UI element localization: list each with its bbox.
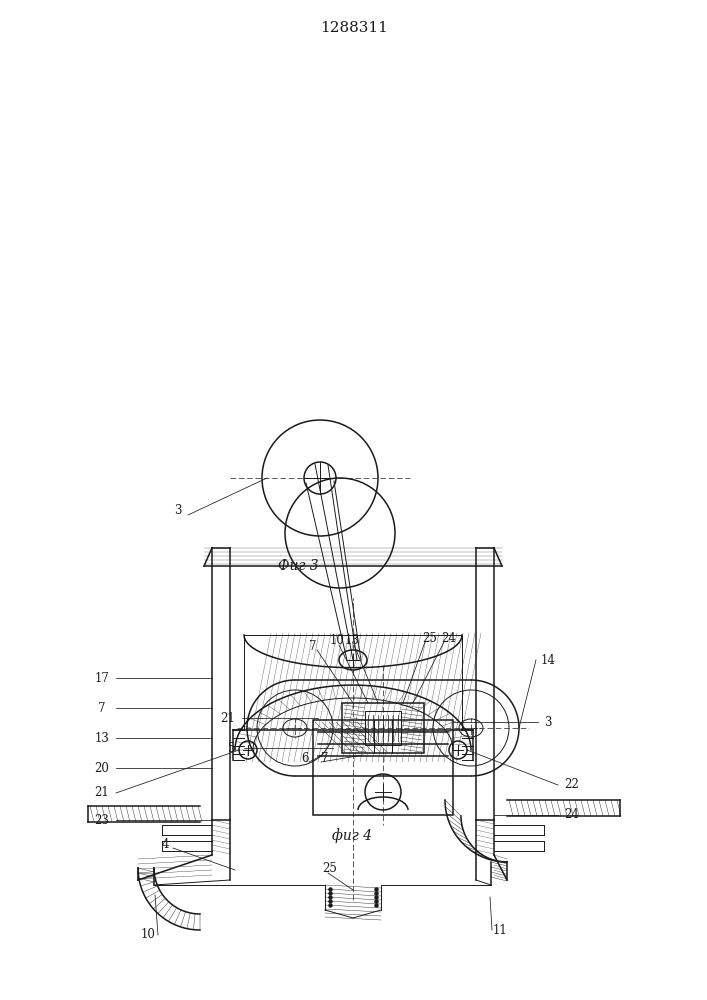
- Text: 24: 24: [565, 808, 580, 822]
- Text: 3: 3: [174, 504, 182, 516]
- Bar: [365, 711, 401, 745]
- Text: 1288311: 1288311: [320, 21, 388, 35]
- Text: 13: 13: [344, 635, 359, 648]
- Text: 13: 13: [95, 732, 110, 744]
- Text: 25: 25: [322, 861, 337, 874]
- Text: 10: 10: [141, 928, 156, 942]
- Bar: [313, 720, 453, 815]
- Text: 17: 17: [95, 672, 110, 684]
- Text: 10: 10: [329, 635, 344, 648]
- Text: 14: 14: [541, 654, 556, 666]
- Text: 23: 23: [95, 814, 110, 826]
- Text: 20: 20: [95, 762, 110, 774]
- Text: фиг 4: фиг 4: [332, 828, 372, 843]
- Text: Фиг 3: Фиг 3: [278, 559, 318, 573]
- Text: 7: 7: [309, 640, 317, 652]
- Text: 7: 7: [98, 702, 106, 714]
- Text: 21: 21: [221, 712, 235, 724]
- Bar: [342, 703, 424, 753]
- Text: 22: 22: [565, 778, 579, 792]
- Text: 25: 25: [423, 632, 438, 645]
- Text: 24: 24: [442, 632, 457, 645]
- Text: 7: 7: [321, 752, 329, 764]
- Text: 3: 3: [544, 716, 551, 728]
- Text: 4: 4: [161, 838, 169, 852]
- Text: 21: 21: [95, 786, 110, 800]
- Text: 6: 6: [301, 752, 309, 764]
- Text: 5: 5: [228, 742, 235, 754]
- Text: 11: 11: [493, 924, 508, 936]
